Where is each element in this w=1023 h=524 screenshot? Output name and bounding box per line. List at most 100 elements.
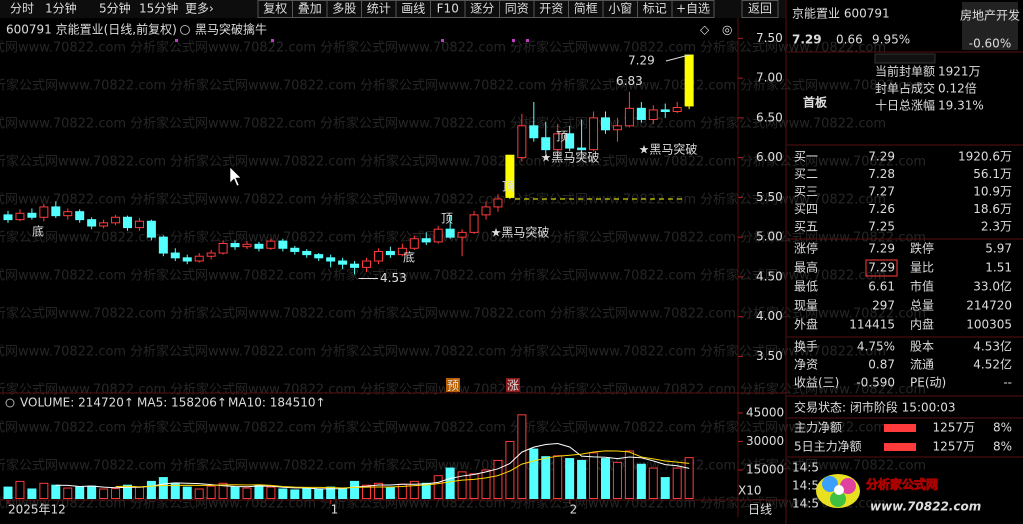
toolbar-button-label[interactable]: 简框 — [574, 2, 598, 16]
x-tick-label: 2025年12 — [8, 503, 66, 517]
toolbar-button-label[interactable]: 叠加 — [298, 2, 322, 16]
toolbar-tab[interactable]: 15分钟 — [139, 1, 178, 16]
volume-bar — [553, 455, 563, 499]
y-tick-label: 4.50 — [756, 269, 783, 283]
seal-label: 当前封单额 — [875, 64, 935, 79]
flow-label: 主力净额 — [794, 421, 842, 435]
toolbar-button-label[interactable]: 开资 — [539, 2, 563, 16]
watermark: 分析家公式网www.70822.com — [510, 192, 696, 208]
seal-value: 19.31% — [938, 99, 984, 113]
stat-label: 跌停 — [910, 241, 934, 256]
finance-value: -- — [1003, 376, 1012, 390]
flow-value: 1257万 — [932, 440, 975, 454]
volume-bar — [158, 477, 168, 499]
volume-bar — [385, 486, 395, 499]
candle-body — [266, 240, 276, 249]
x-tick-label: 1 — [331, 503, 339, 517]
watermark: 分析家公式网www.70822.com — [0, 458, 166, 474]
stat-label: 最低 — [794, 280, 818, 294]
volume-bar — [684, 457, 694, 500]
flow-pct: 8% — [993, 440, 1012, 454]
legend-entry: MA10: 184510↑ — [228, 396, 326, 410]
toolbar-button[interactable] — [671, 0, 715, 18]
book-price: 7.26 — [868, 202, 895, 216]
toolbar-button-label[interactable]: 逐分 — [470, 2, 494, 16]
stat-value: 297 — [872, 299, 895, 313]
toolbar-button-label[interactable]: 画线 — [401, 2, 425, 16]
volume-bar — [314, 488, 324, 500]
toolbar-button-label[interactable]: 多股 — [332, 2, 356, 16]
watermark: 分析家公式网www.70822.com — [320, 420, 506, 436]
watermark: 分析家公式网www.70822.com — [740, 458, 926, 474]
flow-pct: 8% — [993, 421, 1012, 435]
candle-body — [170, 252, 180, 259]
bottom-signal: 底 — [32, 224, 44, 239]
toolbar-button-label[interactable]: +自选 — [676, 2, 710, 16]
volume-bar — [457, 471, 467, 500]
volume-bar — [194, 488, 204, 500]
candle-body — [302, 250, 312, 256]
candle-body — [672, 107, 682, 112]
candle-body — [218, 243, 228, 254]
collapse-button[interactable] — [874, 53, 936, 64]
candle-body — [505, 154, 515, 198]
toolbar-button-label[interactable]: 统计 — [367, 2, 391, 16]
watermark: 分析家公式网www.70822.com — [510, 420, 696, 436]
watermark: 分析家公式网www.70822.com — [550, 306, 736, 322]
candle-body — [15, 212, 25, 221]
toolbar-tab[interactable]: 更多› — [185, 2, 214, 16]
volume-bar — [529, 448, 539, 499]
y-tick-label: 7.00 — [756, 71, 783, 85]
volume-bar — [27, 488, 37, 500]
toolbar-tab[interactable]: 5分钟 — [99, 1, 131, 16]
watermark: 分析家公式网www.70822.com — [550, 154, 736, 170]
finance-label: 换手 — [794, 340, 818, 354]
candle-body — [648, 109, 658, 120]
logo-petal — [822, 476, 838, 492]
volume-bar — [672, 467, 682, 499]
candle-body — [290, 247, 300, 252]
candle-body — [206, 252, 216, 257]
volume-bar — [373, 482, 383, 500]
high-label: 6.83 — [616, 74, 643, 88]
toolbar-button-label[interactable]: 复权 — [263, 2, 287, 16]
candle-body — [433, 228, 443, 243]
candle-body — [660, 109, 670, 112]
toolbar-tab[interactable]: 分时 — [10, 2, 34, 16]
back-button[interactable] — [741, 0, 779, 18]
pre-signal: 预 — [447, 379, 459, 393]
finance-label: 流通 — [910, 358, 934, 372]
candle-body — [254, 243, 264, 249]
toolbar-button-label[interactable]: 同资 — [505, 2, 529, 16]
toolbar-button-label[interactable]: 小窗 — [608, 2, 632, 16]
toolbar-tab[interactable]: 1分钟 — [45, 1, 77, 16]
top-signal: 顶 — [441, 212, 453, 226]
seal-label: 封单占成交 — [875, 81, 935, 96]
toolbar-button-label[interactable]: F10 — [437, 2, 459, 16]
stat-label: 量比 — [910, 261, 934, 275]
candle-body — [134, 220, 144, 229]
watermark: 分析家公式网www.70822.com — [360, 306, 546, 322]
book-volume: 56.1万 — [973, 167, 1012, 181]
back-button-label[interactable]: 返回 — [748, 2, 772, 16]
settings-icon[interactable]: ◎ — [722, 23, 732, 37]
stat-value: 7.29 — [868, 261, 895, 275]
volume-bar — [51, 484, 61, 499]
watermark: 分析家公式网www.70822.com — [130, 192, 316, 208]
stat-value: 114415 — [849, 318, 895, 332]
candle-body — [362, 260, 371, 268]
seal-value: 0.12倍 — [938, 81, 977, 96]
toolbar-button-label[interactable]: 标记 — [643, 2, 667, 16]
volume-bar — [493, 459, 503, 500]
ma-line — [55, 443, 690, 490]
volume-bar — [290, 489, 300, 500]
candle-body — [230, 243, 240, 248]
candle-body — [684, 54, 694, 107]
diamond-icon[interactable]: ◇ — [700, 23, 710, 37]
volume-bar — [75, 486, 85, 499]
bottom-signal: 底 — [403, 250, 415, 265]
watermark: 分析家公式网www.70822.com — [700, 268, 886, 284]
price-change-pct: 9.95% — [872, 33, 910, 47]
ma-line — [115, 450, 690, 489]
